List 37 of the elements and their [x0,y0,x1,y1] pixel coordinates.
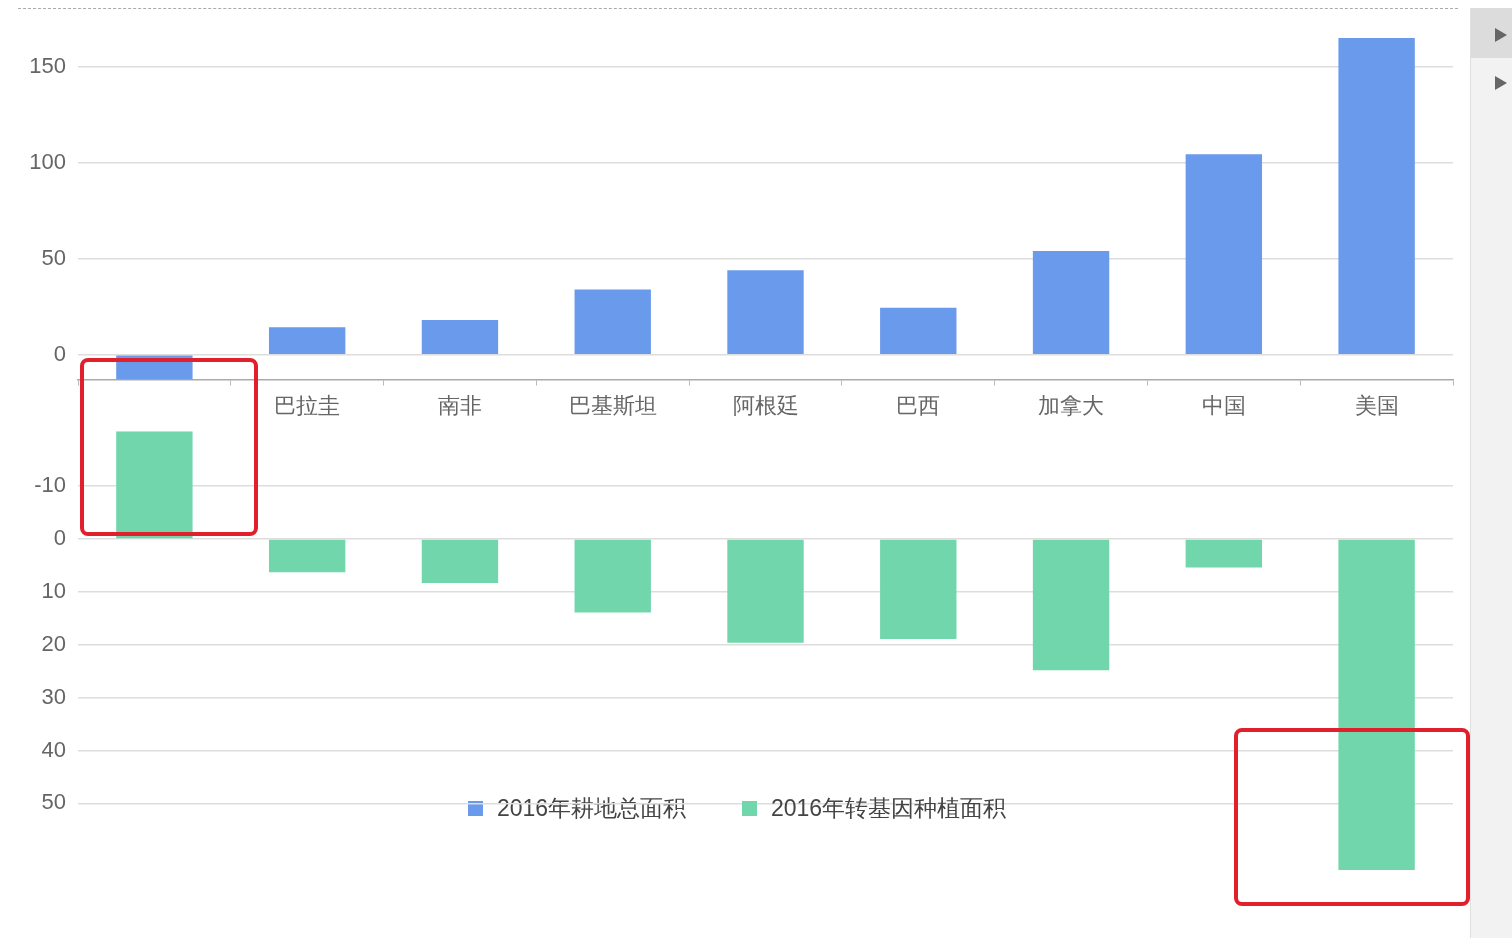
bar [727,539,804,643]
bar [268,327,346,354]
x-tick-label: 阿根廷 [732,392,799,418]
y-tick-label: -10 [34,472,66,498]
x-tick-label: 中国 [1201,392,1246,418]
bar [727,270,804,354]
bar [116,431,193,539]
bar [574,289,651,354]
y-tick-label: 20 [41,630,66,656]
x-tick-label: 巴基斯坦 [568,392,657,418]
x-tick-label: 南非 [437,392,482,418]
bar [1185,154,1263,354]
y-tick-label: 40 [41,736,66,762]
y-tick-label: 100 [29,148,66,174]
y-tick-label: 0 [53,340,66,366]
y-tick-label: 0 [53,525,66,551]
legend-label: 2016年转基因种植面积 [771,794,1007,823]
x-tick-label: 美国 [1354,392,1399,418]
bar [1338,539,1415,870]
y-tick-label: 30 [41,683,66,709]
bar [1032,251,1110,354]
y-tick-label: 50 [41,244,66,270]
y-tick-label: 50 [41,789,66,815]
bar [421,539,499,583]
bar [880,539,957,639]
bar [268,539,346,573]
bar [1032,539,1110,671]
bar [1185,539,1263,568]
bar [880,307,957,354]
bar [574,539,651,613]
y-tick-label: 150 [29,52,66,78]
x-tick-label: 加拿大 [1038,392,1105,418]
y-tick-label: 10 [41,577,66,603]
x-tick-label: 巴西 [896,392,941,418]
bar [421,320,499,354]
bar [1338,38,1415,354]
x-tick-label: 巴拉圭 [274,392,341,418]
